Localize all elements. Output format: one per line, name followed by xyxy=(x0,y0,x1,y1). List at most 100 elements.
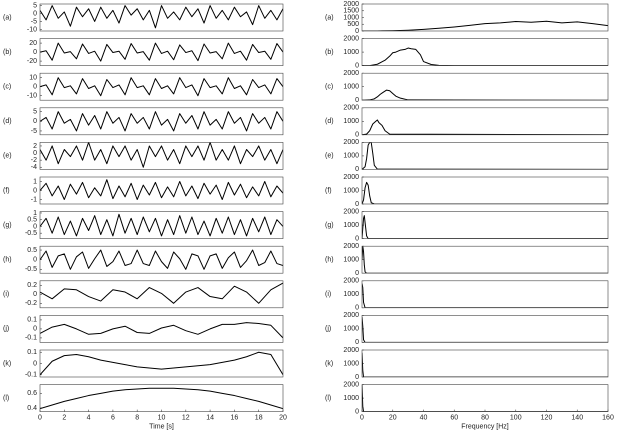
x-axis-label: Time [s] xyxy=(149,423,174,430)
y-tick-label: 2000 xyxy=(343,70,359,77)
y-tick-label: 0 xyxy=(33,84,37,91)
y-tick-label: 1500 xyxy=(343,8,359,15)
y-tick-label: 1000 xyxy=(343,84,359,91)
panel-label: (j) xyxy=(3,326,9,333)
y-tick-label: 1000 xyxy=(343,360,359,367)
x-tick-label: 40 xyxy=(420,414,428,421)
y-tick-label: 1000 xyxy=(343,153,359,160)
x-tick-label: 20 xyxy=(279,414,287,421)
x-tick-label: 140 xyxy=(571,414,583,421)
y-tick-label: 1000 xyxy=(343,222,359,229)
plot-frame xyxy=(39,3,284,32)
y-tick-label: 2 xyxy=(33,143,37,150)
panel-label: (h) xyxy=(325,257,334,264)
x-tick-label: 16 xyxy=(231,414,239,421)
panel-label: (c) xyxy=(3,84,11,91)
y-tick-label: 2000 xyxy=(343,243,359,250)
plot-frame xyxy=(361,245,609,274)
signal-line xyxy=(40,42,283,62)
y-tick-label: 2000 xyxy=(343,312,359,319)
y-tick-label: 0.1 xyxy=(27,349,37,356)
x-tick-label: 8 xyxy=(135,414,139,421)
plot-frame xyxy=(39,315,284,343)
plot-frame xyxy=(39,245,284,274)
panel-label: (f) xyxy=(3,187,10,194)
plot-frame xyxy=(39,72,284,101)
y-tick-label: 0 xyxy=(355,374,359,381)
signal-line xyxy=(362,352,608,377)
panel-label: (k) xyxy=(3,360,11,367)
y-tick-label: 0 xyxy=(33,257,37,264)
panel-label: (d) xyxy=(3,118,12,125)
panel-label: (g) xyxy=(3,222,12,229)
y-tick-label: -1 xyxy=(31,196,37,203)
x-tick-label: 14 xyxy=(206,414,214,421)
signal-line xyxy=(40,322,283,339)
y-tick-label: 1000 xyxy=(343,14,359,21)
signal-line xyxy=(362,181,608,204)
signal-line xyxy=(362,215,608,239)
plot-frame xyxy=(39,176,284,205)
panel-label: (l) xyxy=(325,395,331,402)
signal-line xyxy=(362,20,608,31)
panel-label: (b) xyxy=(3,49,12,56)
plot-frame xyxy=(39,349,284,378)
signal-line xyxy=(362,246,608,274)
x-tick-label: 10 xyxy=(158,414,166,421)
plot-frame xyxy=(361,315,609,343)
x-tick-label: 2 xyxy=(62,414,66,421)
y-tick-label: 0.1 xyxy=(27,317,37,324)
signal-line xyxy=(362,119,608,135)
y-tick-label: 1000 xyxy=(343,257,359,264)
y-tick-label: 0 xyxy=(355,132,359,139)
signal-line xyxy=(40,249,283,270)
y-tick-label: 0 xyxy=(33,118,37,125)
x-tick-label: 0 xyxy=(360,414,364,421)
signal-line xyxy=(362,384,608,412)
y-tick-label: 0 xyxy=(355,28,359,35)
y-tick-label: -20 xyxy=(27,58,37,65)
panel-label: (a) xyxy=(3,14,12,21)
y-tick-label: 0.5 xyxy=(27,217,37,224)
y-tick-label: -0.2 xyxy=(25,300,37,307)
plot-frame xyxy=(361,3,609,32)
panel-label: (k) xyxy=(325,360,333,367)
panel-label: (f) xyxy=(325,187,332,194)
y-tick-label: 0 xyxy=(33,10,37,17)
y-tick-label: 0 xyxy=(355,201,359,208)
signal-line xyxy=(362,47,608,66)
y-tick-label: 0 xyxy=(355,408,359,415)
y-tick-label: 0.2 xyxy=(27,282,37,289)
plot-frame xyxy=(361,142,609,170)
signal-line xyxy=(40,142,283,168)
signal-line xyxy=(40,5,283,29)
y-tick-label: 2000 xyxy=(343,174,359,181)
plot-frame xyxy=(39,107,284,136)
y-tick-label: 0 xyxy=(355,62,359,69)
y-tick-label: 0 xyxy=(355,166,359,173)
y-tick-label: 0.5 xyxy=(27,247,37,254)
y-tick-label: 5 xyxy=(33,2,37,9)
y-tick-label: 0 xyxy=(33,291,37,298)
x-tick-label: 0 xyxy=(38,414,42,421)
y-tick-label: 2000 xyxy=(343,347,359,354)
y-tick-label: -0.5 xyxy=(25,266,37,273)
signal-line xyxy=(362,142,608,170)
y-tick-label: 0.6 xyxy=(27,390,37,397)
panel-label: (h) xyxy=(3,257,12,264)
y-tick-label: 2000 xyxy=(343,105,359,112)
signal-line xyxy=(40,387,283,410)
x-tick-label: 6 xyxy=(111,414,115,421)
y-tick-label: 0 xyxy=(33,49,37,56)
plot-frame xyxy=(361,107,609,136)
plot-frame xyxy=(361,38,609,66)
plot-frame xyxy=(39,38,284,66)
plot-frame xyxy=(39,211,284,239)
x-axis-label: Frequency [Hz] xyxy=(461,423,509,430)
y-tick-label: -4 xyxy=(31,164,37,171)
panel-label: (c) xyxy=(325,84,333,91)
y-tick-label: 1000 xyxy=(343,395,359,402)
y-tick-label: 2000 xyxy=(343,1,359,8)
y-tick-label: 500 xyxy=(347,21,359,28)
y-tick-label: 2000 xyxy=(343,208,359,215)
